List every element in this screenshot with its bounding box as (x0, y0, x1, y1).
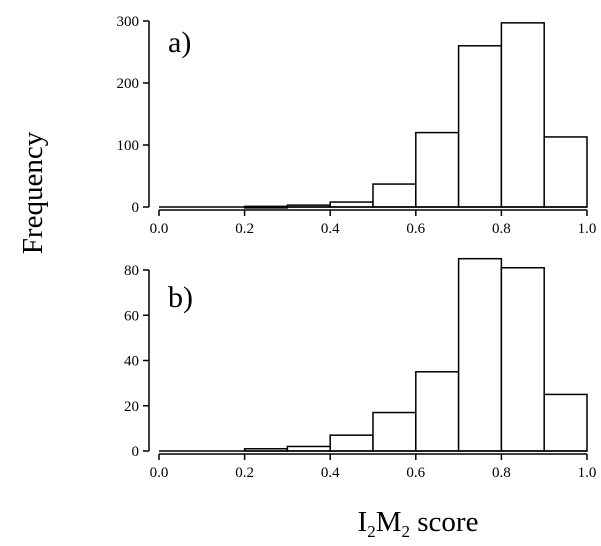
x-tick-label-b-5: 1.0 (578, 465, 597, 481)
panel-label-b: b) (168, 281, 193, 314)
y-tick-label-a-3: 300 (117, 14, 140, 30)
x-tick-label-b-1: 0.2 (235, 465, 254, 481)
y-axis-label: Frequency (17, 131, 49, 254)
histogram-bar-b-6 (415, 371, 460, 452)
x-tick-label-a-4: 0.8 (492, 221, 511, 237)
x-tick-label-a-2: 0.4 (321, 221, 340, 237)
x-tick-label-a-1: 0.2 (235, 221, 254, 237)
histogram-bar-a-6 (415, 131, 460, 208)
x-tick-label-b-0: 0.0 (150, 465, 169, 481)
panel-label-a: a) (168, 26, 191, 59)
x-tick-label-b-2: 0.4 (321, 465, 340, 481)
x-axis-label-sub2: 2 (402, 522, 411, 541)
x-tick-label-b-3: 0.6 (406, 465, 425, 481)
y-tick-label-a-0: 0 (132, 200, 140, 216)
x-axis-label: I2M2 score (358, 506, 479, 541)
x-axis-label-m: M (376, 506, 402, 538)
x-axis-label-sub1: 2 (367, 522, 376, 541)
panel-a: a) 0 100 200 300 0.0 0.2 0.4 0.6 0.8 1.0 (117, 14, 597, 237)
y-tick-label-a-2: 200 (117, 76, 140, 92)
y-tick-label-b-3: 60 (124, 308, 139, 324)
histogram-bar-b-5 (372, 411, 417, 452)
x-axis-label-rest: score (410, 506, 478, 538)
histogram-bar-b-4 (329, 434, 374, 452)
y-tick-label-b-4: 80 (124, 263, 139, 279)
histogram-bar-b-9 (543, 393, 588, 452)
x-tick-label-a-5: 1.0 (578, 221, 597, 237)
histogram-bar-a-9 (543, 136, 588, 208)
y-tick-label-b-0: 0 (132, 444, 140, 460)
histogram-bar-b-7 (457, 257, 503, 452)
x-tick-label-a-0: 0.0 (150, 221, 169, 237)
x-tick-label-b-4: 0.8 (492, 465, 511, 481)
histogram-bar-a-5 (372, 183, 417, 208)
x-tick-label-a-3: 0.6 (406, 221, 425, 237)
histogram-bar-b-8 (500, 266, 545, 452)
y-tick-label-a-1: 100 (117, 138, 140, 154)
y-tick-label-b-2: 40 (124, 354, 139, 370)
y-tick-label-b-1: 20 (124, 399, 139, 415)
histogram-bar-a-8 (500, 22, 545, 208)
x-axis-label-i: I (358, 506, 368, 538)
panel-b: b) 0 20 40 60 80 0.0 0.2 0.4 0.6 0.8 1.0 (124, 257, 597, 481)
histogram-bar-a-7 (457, 45, 503, 208)
